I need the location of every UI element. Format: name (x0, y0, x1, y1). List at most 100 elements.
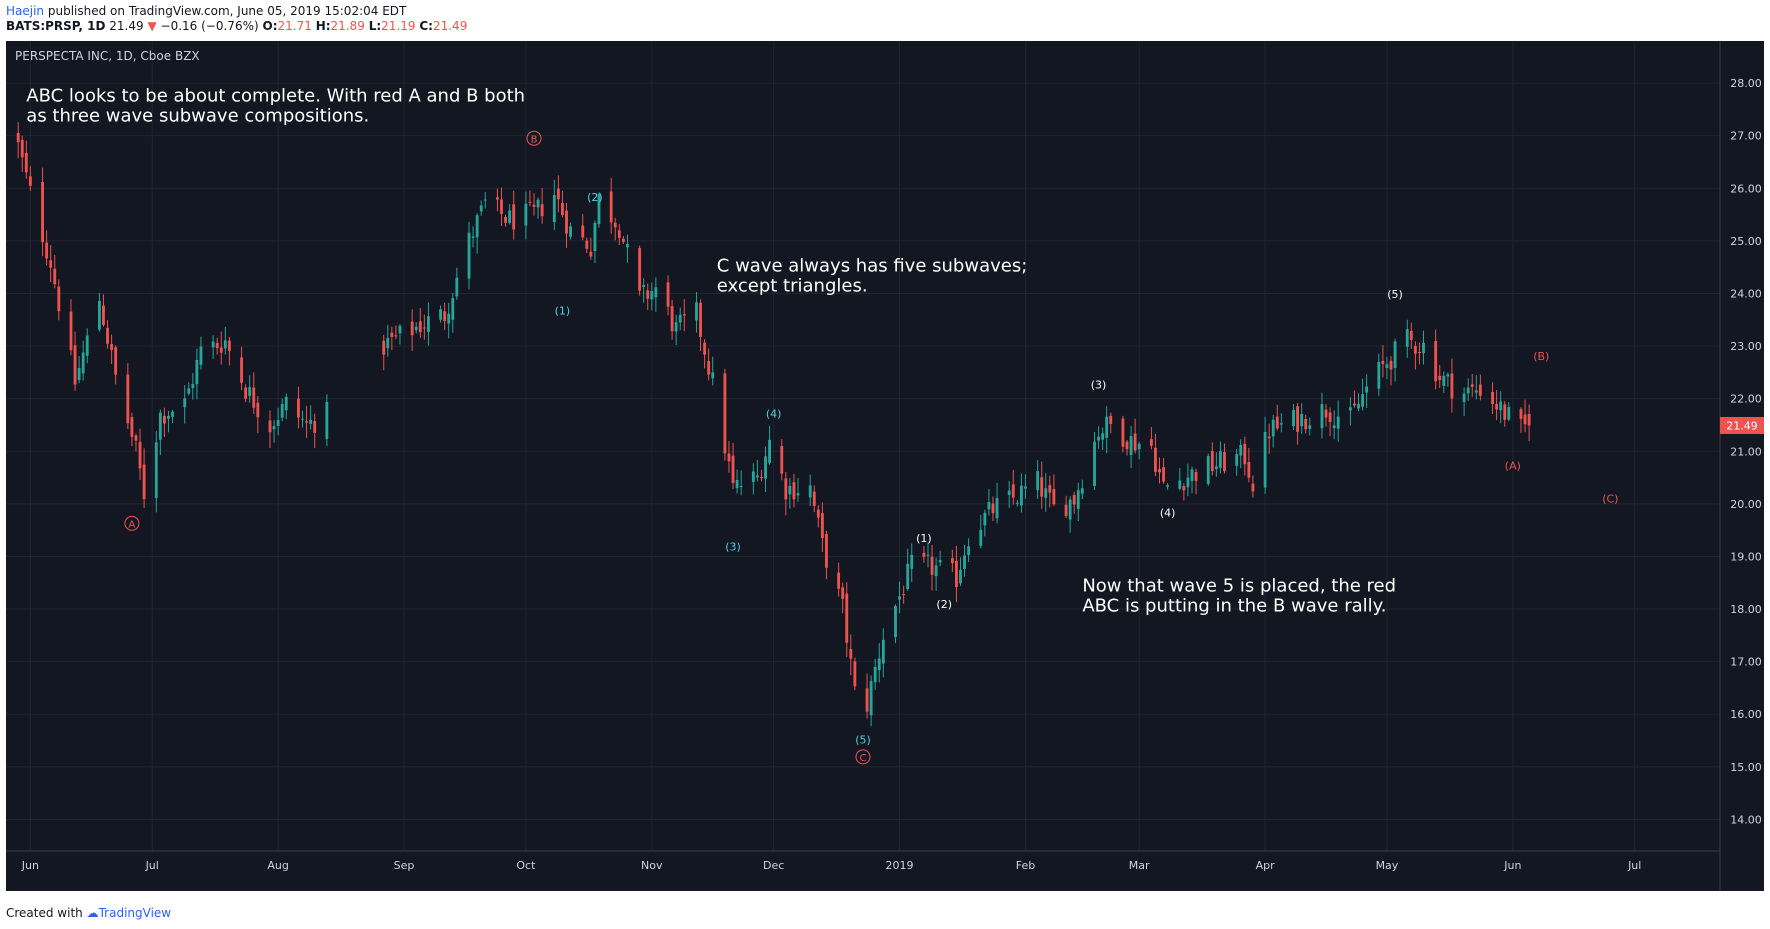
candle-body (1210, 450, 1214, 472)
candle-body (950, 558, 954, 564)
wave-label: (4) (1160, 506, 1176, 519)
chart-area[interactable]: ABC looks to be about complete. With red… (6, 41, 1764, 891)
candle-body (49, 260, 53, 268)
annotation-text: ABC looks to be about complete. With red… (26, 85, 525, 106)
candle-body (1239, 445, 1243, 456)
candle-body (1149, 439, 1153, 446)
candle-body (1466, 387, 1470, 394)
candle-body (1015, 502, 1019, 504)
candle-body (593, 222, 597, 252)
candle-body (865, 688, 869, 712)
x-tick-label: Aug (267, 859, 288, 872)
candle-body (959, 569, 962, 584)
last-price-marker: 21.49 (1720, 416, 1764, 434)
candle-body (154, 442, 158, 499)
candle-body (1158, 468, 1161, 473)
candle-body (670, 306, 674, 332)
wave-label: B (531, 134, 538, 145)
candle-body (1405, 329, 1409, 347)
candle-body (954, 560, 958, 588)
candle-body (1267, 436, 1271, 439)
candle-body (1361, 394, 1364, 407)
ohlc-line: BATS:PRSP, 1D 21.49 ▼ −0.16 (−0.76%) O:2… (6, 19, 467, 34)
candlestick-chart[interactable]: ABC looks to be about complete. With red… (6, 41, 1764, 891)
candles (16, 122, 1531, 727)
candle-body (569, 226, 572, 237)
candle-body (1182, 486, 1186, 491)
candle-body (219, 347, 223, 353)
candle-body (881, 639, 885, 664)
y-tick-label: 15.00 (1730, 761, 1762, 774)
candle-body (1495, 403, 1499, 410)
candle-body (735, 479, 739, 489)
price-axis[interactable]: 28.00 27.00 26.00 25.00 24.00 23.00 22.00 21.00… (1730, 77, 1762, 826)
candle-body (565, 210, 568, 234)
candle-body (240, 357, 243, 383)
candle-body (792, 482, 796, 500)
candle-body (678, 314, 682, 323)
candle-body (276, 420, 280, 426)
candle-body (1101, 433, 1105, 440)
candle-body (638, 248, 642, 291)
candle-body (1044, 488, 1048, 498)
candle-body (1507, 406, 1511, 420)
candle-body (1064, 504, 1068, 516)
candle-body (796, 493, 800, 496)
candle-body (426, 316, 430, 332)
candle-body (1499, 401, 1503, 411)
candle-body (1178, 480, 1182, 489)
candle-body (1470, 384, 1474, 387)
candle-body (1137, 443, 1141, 450)
candle-body (1036, 471, 1040, 491)
candle-body (1381, 360, 1385, 364)
candle-body (1365, 386, 1369, 393)
candle-body (1413, 346, 1417, 354)
tradingview-brand[interactable]: TradingView (98, 906, 172, 920)
low-value: 21.19 (381, 19, 416, 33)
candle-body (991, 503, 995, 514)
candle-body (439, 309, 443, 320)
candle-body (561, 202, 564, 216)
y-tick-label: 18.00 (1730, 603, 1762, 616)
candle-body (552, 194, 556, 223)
candle-body (1235, 454, 1239, 466)
candle-body (69, 311, 73, 351)
candle-body (1491, 392, 1494, 405)
candle-body (1389, 360, 1393, 370)
candle-body (1024, 486, 1027, 489)
candle-body (162, 415, 166, 424)
candle-body (617, 230, 621, 238)
chart-title: PERSPECTA INC, 1D, Cboe BZX (15, 49, 200, 63)
candle-body (674, 322, 678, 332)
wave-label: (3) (1091, 378, 1107, 391)
close-label: C: (419, 19, 433, 33)
wave-label: (5) (855, 733, 871, 746)
y-tick-label: 22.00 (1730, 393, 1762, 406)
high-label: H: (315, 19, 331, 33)
candle-body (642, 285, 646, 287)
candle-body (621, 238, 625, 242)
author-link[interactable]: Haejin (6, 4, 45, 18)
time-axis[interactable]: Jun Jul Aug Sep Oct Nov Dec 2019 Feb Mar Apr May Jun… (21, 859, 1642, 872)
x-tick-label: May (1376, 859, 1399, 872)
x-tick-label: Jul (1627, 859, 1641, 872)
candle-body (382, 340, 386, 355)
candle-body (768, 439, 772, 463)
candle-body (1409, 330, 1413, 340)
candle-body (849, 649, 853, 659)
candle-body (812, 491, 816, 506)
candle-body (199, 346, 203, 365)
down-arrow-icon: ▼ (147, 19, 157, 33)
candle-body (930, 556, 934, 575)
candle-body (1519, 409, 1523, 419)
candle-body (422, 327, 426, 329)
candle-body (1040, 477, 1044, 497)
candle-body (995, 498, 999, 519)
price-change: −0.16 (−0.76%) (160, 19, 259, 33)
created-with-text: Created with (6, 906, 83, 920)
candle-body (910, 554, 914, 569)
candle-body (540, 204, 544, 217)
open-value: 21.71 (277, 19, 312, 33)
y-tick-label: 21.00 (1730, 445, 1762, 458)
candle-body (1109, 415, 1113, 425)
